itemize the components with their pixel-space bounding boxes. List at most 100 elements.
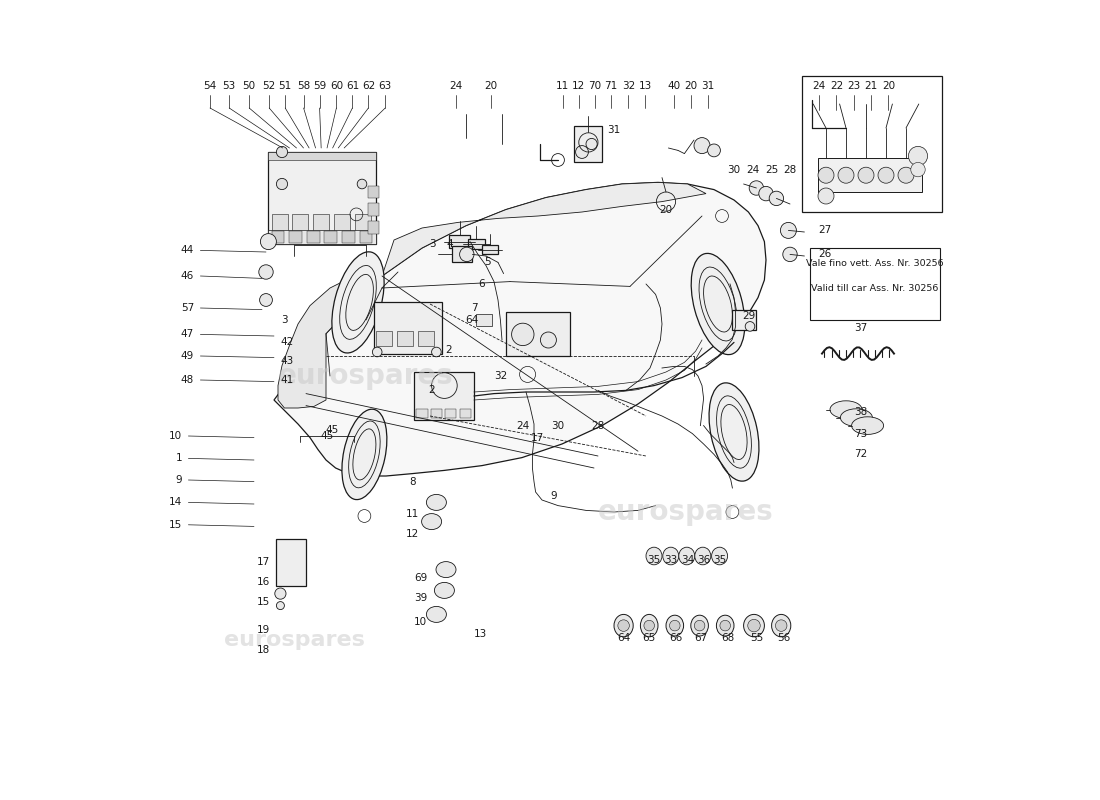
Text: 11: 11 xyxy=(406,509,419,518)
Text: 6: 6 xyxy=(478,279,485,289)
Text: 72: 72 xyxy=(854,450,867,459)
Text: 63: 63 xyxy=(378,81,392,90)
Ellipse shape xyxy=(663,547,679,565)
Text: 17: 17 xyxy=(530,434,543,443)
Bar xyxy=(468,238,485,250)
Text: 42: 42 xyxy=(279,338,294,347)
Text: 68: 68 xyxy=(720,634,734,643)
Bar xyxy=(574,126,602,162)
Circle shape xyxy=(858,167,874,183)
Text: 30: 30 xyxy=(551,422,564,431)
Text: 37: 37 xyxy=(854,323,867,333)
Text: 20: 20 xyxy=(684,81,697,90)
Bar xyxy=(268,230,376,244)
Circle shape xyxy=(358,179,366,189)
Ellipse shape xyxy=(851,417,883,434)
Text: 23: 23 xyxy=(847,81,860,90)
Circle shape xyxy=(749,181,763,195)
Text: 1: 1 xyxy=(175,454,182,463)
Text: 28: 28 xyxy=(783,165,796,174)
Text: 43: 43 xyxy=(279,356,294,366)
Ellipse shape xyxy=(646,547,662,565)
Bar xyxy=(342,231,355,243)
Bar xyxy=(810,248,939,320)
Text: 55: 55 xyxy=(750,634,763,643)
Text: 47: 47 xyxy=(180,330,194,339)
Bar xyxy=(367,221,378,234)
Circle shape xyxy=(512,323,534,346)
Ellipse shape xyxy=(332,252,384,353)
Text: 18: 18 xyxy=(256,645,270,654)
Text: 67: 67 xyxy=(694,634,707,643)
Bar xyxy=(417,409,428,418)
Circle shape xyxy=(540,332,557,348)
Text: 4: 4 xyxy=(447,239,453,249)
Text: 20: 20 xyxy=(660,206,673,215)
Ellipse shape xyxy=(691,254,745,354)
Text: 22: 22 xyxy=(829,81,843,90)
Circle shape xyxy=(258,265,273,279)
Circle shape xyxy=(898,167,914,183)
Text: Vale fino vett. Ass. Nr. 30256: Vale fino vett. Ass. Nr. 30256 xyxy=(806,259,944,269)
Ellipse shape xyxy=(342,409,387,500)
Circle shape xyxy=(783,247,798,262)
Bar xyxy=(276,539,306,586)
Ellipse shape xyxy=(716,615,734,636)
Text: 19: 19 xyxy=(256,625,270,634)
Text: 24: 24 xyxy=(516,422,529,431)
Bar xyxy=(307,231,320,243)
Bar xyxy=(355,214,371,242)
Bar xyxy=(818,158,922,192)
Text: 38: 38 xyxy=(854,407,867,417)
Circle shape xyxy=(707,144,721,157)
Text: 16: 16 xyxy=(256,578,270,587)
Text: 14: 14 xyxy=(168,498,182,507)
Circle shape xyxy=(909,146,927,166)
Ellipse shape xyxy=(666,615,683,636)
Circle shape xyxy=(670,620,680,631)
Text: 20: 20 xyxy=(484,81,497,90)
Bar xyxy=(272,231,285,243)
Circle shape xyxy=(769,191,783,206)
Text: 64: 64 xyxy=(465,315,478,325)
Circle shape xyxy=(261,234,276,250)
Bar xyxy=(268,152,376,244)
Text: eurospares: eurospares xyxy=(598,498,774,526)
Text: 58: 58 xyxy=(297,81,310,90)
Text: 45: 45 xyxy=(326,426,339,435)
Bar xyxy=(367,203,378,216)
Text: 31: 31 xyxy=(701,81,714,90)
Polygon shape xyxy=(278,276,382,408)
Ellipse shape xyxy=(427,494,447,510)
Text: 60: 60 xyxy=(330,81,343,90)
Text: 15: 15 xyxy=(256,597,270,606)
Circle shape xyxy=(276,602,285,610)
Circle shape xyxy=(719,620,730,631)
Ellipse shape xyxy=(614,614,634,637)
Bar xyxy=(414,372,474,420)
Polygon shape xyxy=(382,182,706,276)
Text: 39: 39 xyxy=(414,594,427,603)
Ellipse shape xyxy=(840,409,872,426)
Text: 41: 41 xyxy=(279,375,294,385)
Text: 7: 7 xyxy=(471,303,477,313)
Circle shape xyxy=(431,373,458,398)
Text: 17: 17 xyxy=(256,558,270,567)
Text: eurospares: eurospares xyxy=(223,630,364,650)
Text: 3: 3 xyxy=(280,315,287,325)
Circle shape xyxy=(818,167,834,183)
Bar xyxy=(314,214,329,242)
Circle shape xyxy=(275,588,286,599)
Bar xyxy=(476,314,493,326)
Bar xyxy=(802,76,942,212)
Text: 30: 30 xyxy=(727,165,740,174)
Bar xyxy=(324,231,338,243)
Ellipse shape xyxy=(434,582,454,598)
Text: 10: 10 xyxy=(169,431,182,441)
Text: 59: 59 xyxy=(314,81,327,90)
Text: 34: 34 xyxy=(681,555,694,565)
Ellipse shape xyxy=(679,547,695,565)
Text: 56: 56 xyxy=(777,634,790,643)
Text: 13: 13 xyxy=(474,630,487,639)
Text: 61: 61 xyxy=(345,81,359,90)
